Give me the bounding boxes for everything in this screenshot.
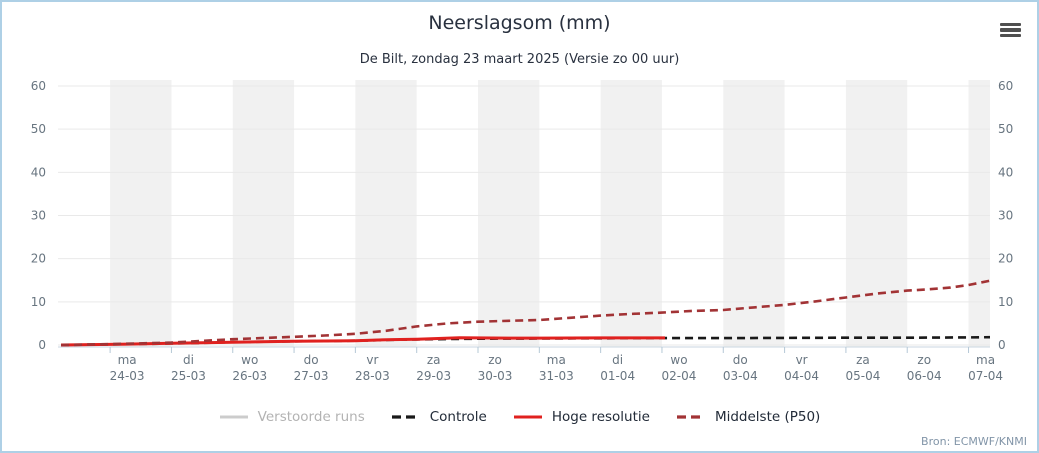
series-line-middelste-p50[interactable] xyxy=(61,279,991,347)
day-band xyxy=(845,80,908,347)
legend-label: Hoge resolutie xyxy=(551,409,650,425)
legend-label: Controle xyxy=(429,409,487,425)
legend-label: Middelste (P50) xyxy=(714,409,821,425)
legend-label: Verstoorde runs xyxy=(257,409,365,425)
hamburger-icon xyxy=(1000,33,1021,38)
x-axis-date-label: 07-04 xyxy=(968,369,1003,383)
y-axis-label-right: 20 xyxy=(998,252,1013,266)
day-band xyxy=(968,80,990,347)
x-axis-date-label: 04-04 xyxy=(784,369,819,383)
y-axis-label-left: 60 xyxy=(31,79,46,93)
x-axis-date-label: 02-04 xyxy=(662,369,697,383)
x-axis-date-label: 29-03 xyxy=(416,369,451,383)
x-axis-date-label: 24-03 xyxy=(110,369,145,383)
legend-item-controle[interactable]: Controle xyxy=(391,409,487,425)
legend-item-verstoorde-runs[interactable]: Verstoorde runs xyxy=(219,409,365,425)
legend-swatch-controle xyxy=(391,415,420,419)
x-axis-day-label: wo xyxy=(241,353,258,367)
hamburger-menu-button[interactable] xyxy=(998,19,1024,41)
x-axis-date-label: 05-04 xyxy=(845,369,880,383)
y-axis-label-left: 50 xyxy=(31,122,46,136)
y-axis-label-left: 10 xyxy=(31,295,46,309)
legend: Verstoorde runs Controle Hoge resolutie Mid… xyxy=(2,409,1037,425)
x-axis-day-label: vr xyxy=(366,353,378,367)
x-axis-date-label: 25-03 xyxy=(171,369,206,383)
y-axis-label-right: 0 xyxy=(998,338,1006,352)
y-axis-label-left: 30 xyxy=(31,209,46,223)
x-axis-day-label: vr xyxy=(796,353,808,367)
y-axis-label-right: 40 xyxy=(998,165,1013,179)
x-axis-day-label: ma xyxy=(118,353,137,367)
x-axis-date-label: 01-04 xyxy=(600,369,635,383)
legend-swatch-verstoorde-runs xyxy=(219,415,248,419)
day-band xyxy=(478,80,540,347)
x-axis-day-label: wo xyxy=(670,353,687,367)
legend-swatch-middelste-p50 xyxy=(676,415,705,419)
hamburger-icon xyxy=(1000,28,1021,32)
legend-item-middelste-p50[interactable]: Middelste (P50) xyxy=(676,409,820,425)
x-axis-date-label: 28-03 xyxy=(355,369,390,383)
x-axis-day-label: di xyxy=(183,353,194,367)
y-axis-label-left: 40 xyxy=(31,165,46,179)
chart-subtitle: De Bilt, zondag 23 maart 2025 (Versie zo… xyxy=(359,52,680,67)
day-band xyxy=(110,80,172,347)
x-axis-day-label: zo xyxy=(917,353,931,367)
day-band xyxy=(355,80,417,347)
x-axis-day-label: do xyxy=(733,353,748,367)
day-band xyxy=(723,80,785,347)
x-axis-date-label: 03-04 xyxy=(723,369,758,383)
x-axis-day-label: za xyxy=(427,353,441,367)
y-axis-label-left: 0 xyxy=(38,338,46,352)
legend-swatch-hoge-resolutie xyxy=(513,415,542,419)
x-axis-day-label: ma xyxy=(547,353,566,367)
legend-item-hoge-resolutie[interactable]: Hoge resolutie xyxy=(513,409,650,425)
x-axis-day-label: ma xyxy=(976,353,995,367)
x-axis-date-label: 31-03 xyxy=(539,369,574,383)
chart-title: Neerslagsom (mm) xyxy=(428,12,611,34)
y-axis-label-right: 50 xyxy=(998,122,1013,136)
x-axis-day-label: do xyxy=(304,353,319,367)
y-axis-label-right: 10 xyxy=(998,295,1013,309)
day-band xyxy=(600,80,662,347)
x-axis-day-label: za xyxy=(856,353,870,367)
x-axis-date-label: 26-03 xyxy=(232,369,267,383)
hamburger-icon xyxy=(1000,22,1021,27)
source-credit: Bron: ECMWF/KNMI xyxy=(921,435,1027,448)
day-band xyxy=(232,80,295,347)
x-axis-date-label: 27-03 xyxy=(294,369,329,383)
x-axis-date-label: 06-04 xyxy=(907,369,942,383)
y-axis-label-right: 30 xyxy=(998,209,1013,223)
y-axis-label-right: 60 xyxy=(998,79,1013,93)
x-axis-day-label: zo xyxy=(488,353,502,367)
x-axis-date-label: 30-03 xyxy=(478,369,513,383)
y-axis-label-left: 20 xyxy=(31,252,46,266)
x-axis-day-label: di xyxy=(612,353,623,367)
